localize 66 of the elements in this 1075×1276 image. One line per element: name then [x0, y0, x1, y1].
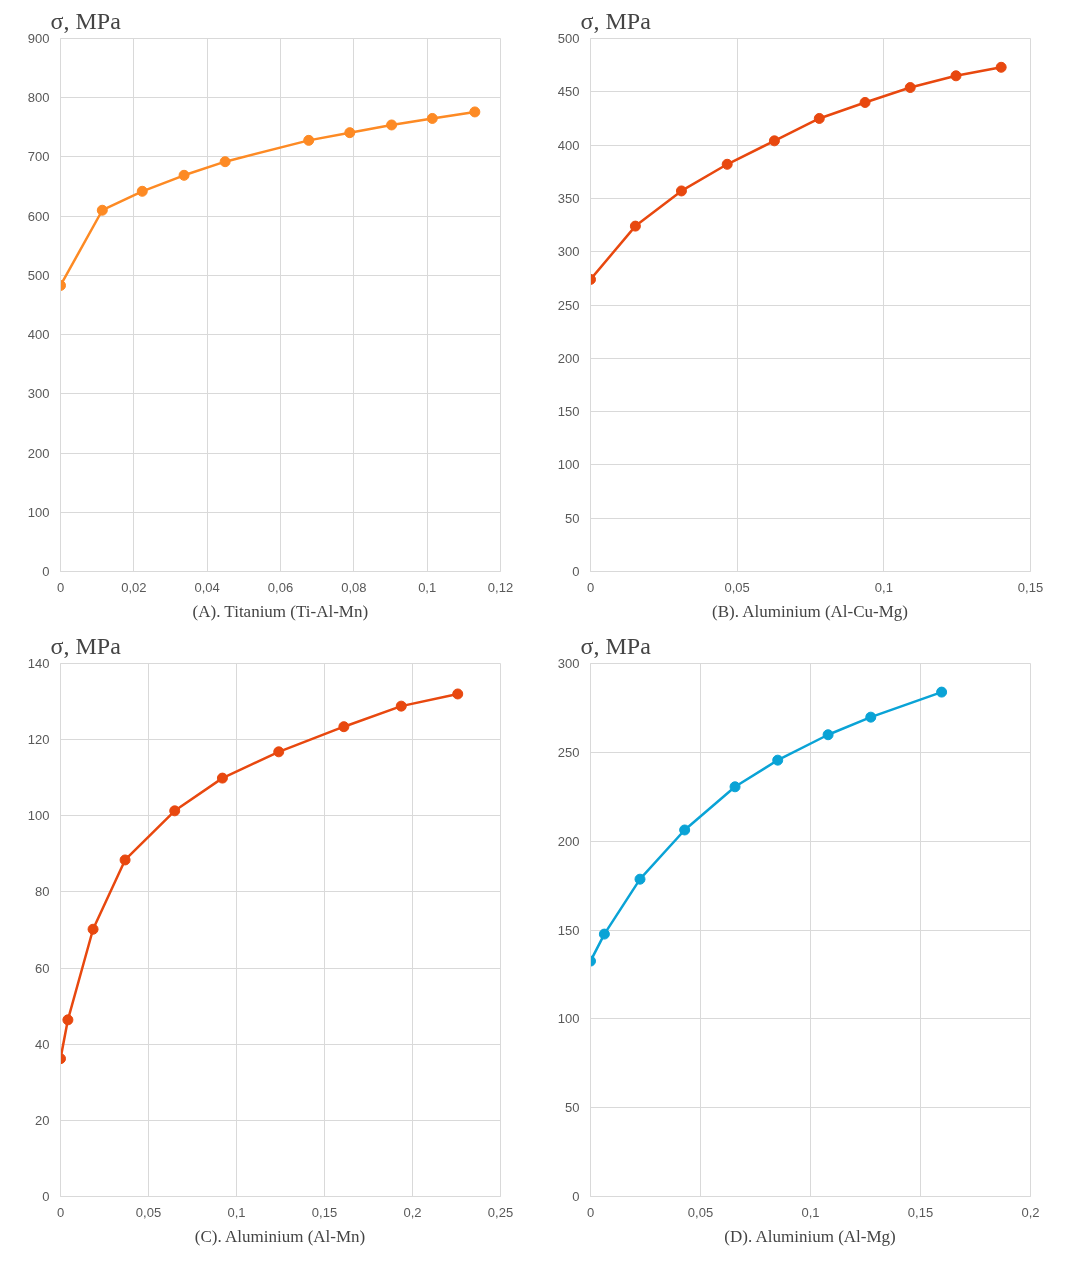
y-tick-label: 450 [557, 84, 580, 100]
y-tick-label: 400 [27, 327, 50, 343]
x-tick-label: 0,08 [341, 579, 367, 595]
x-tick-label: 0 [586, 579, 595, 595]
y-tick-label: 150 [557, 404, 580, 420]
x-tick-label: 0 [56, 579, 65, 595]
y-tick-label: 250 [557, 297, 580, 313]
x-tick-label: 0,04 [194, 579, 220, 595]
y-tick-label: 200 [557, 833, 580, 849]
y-tick-label: 150 [557, 922, 580, 938]
y-tick-label: 300 [27, 386, 50, 402]
y-tick-label: 60 [35, 960, 50, 976]
y-tick-label: 100 [557, 457, 580, 473]
text: (B). Aluminium (Al-Cu-Mg) [712, 601, 909, 621]
x-tick-label: 0,06 [267, 579, 294, 595]
y-tick-label: 300 [557, 244, 580, 260]
y-tick-label: 20 [35, 1112, 50, 1128]
y-axis-title: σ, MPa [50, 632, 122, 659]
y-tick-label: 100 [557, 1011, 580, 1027]
x-tick-label: 0 [586, 1204, 595, 1220]
y-axis-title: σ, MPa [50, 7, 122, 34]
y-tick-label: 0 [42, 1189, 50, 1204]
y-axis-title: σ, MPa [580, 7, 652, 34]
x-tick-label: 0,1 [418, 579, 437, 595]
x-tick-label: 0,1 [227, 1204, 246, 1220]
x-tick-label: 0,2 [1021, 1204, 1040, 1220]
x-tick-label: 0,12 [487, 579, 514, 595]
text: (A). Titanium (Ti-Al-Mn) [192, 601, 369, 621]
y-tick-label: 0 [572, 1189, 580, 1204]
y-tick-label: 500 [27, 267, 50, 283]
x-tick-label: 0,05 [687, 1204, 714, 1220]
x-tick-label: 0,25 [487, 1204, 514, 1220]
y-tick-label: 700 [27, 149, 50, 165]
x-tick-label: 0,15 [1017, 579, 1044, 595]
y-axis-title: σ, MPa [580, 632, 652, 659]
x-tick-label: 0,02 [121, 579, 147, 595]
y-tick-label: 120 [27, 732, 50, 748]
y-tick-label: 900 [27, 31, 50, 46]
y-tick-label: 140 [27, 656, 50, 671]
y-tick-label: 0 [42, 564, 50, 579]
y-tick-label: 100 [27, 504, 50, 520]
y-tick-label: 100 [27, 808, 50, 824]
x-tick-label: 0 [56, 1204, 65, 1220]
y-tick-label: 350 [557, 190, 580, 206]
x-tick-label: 0,15 [311, 1204, 338, 1220]
y-tick-label: 800 [27, 90, 50, 106]
y-tick-label: 40 [35, 1036, 50, 1052]
x-tick-label: 0,1 [874, 579, 893, 595]
y-tick-label: 400 [557, 137, 580, 153]
y-tick-label: 50 [565, 510, 580, 526]
x-tick-label: 0,05 [135, 1204, 162, 1220]
y-tick-label: 50 [565, 1100, 580, 1116]
x-tick-label: 0,2 [403, 1204, 422, 1220]
y-tick-label: 80 [35, 884, 50, 900]
x-tick-label: 0,05 [724, 579, 750, 595]
x-tick-label: 0,15 [907, 1204, 934, 1220]
y-tick-label: 200 [557, 350, 580, 366]
y-tick-label: 0 [572, 564, 580, 579]
y-tick-label: 200 [27, 445, 50, 461]
text: (D). Aluminium (Al-Mg) [724, 1226, 896, 1246]
y-tick-label: 500 [557, 31, 580, 46]
text: (C). Aluminium (Al-Mn) [194, 1226, 366, 1246]
x-tick-label: 0,1 [801, 1204, 820, 1220]
y-tick-label: 300 [557, 656, 580, 671]
y-tick-label: 600 [27, 208, 50, 224]
y-tick-label: 250 [557, 744, 580, 760]
